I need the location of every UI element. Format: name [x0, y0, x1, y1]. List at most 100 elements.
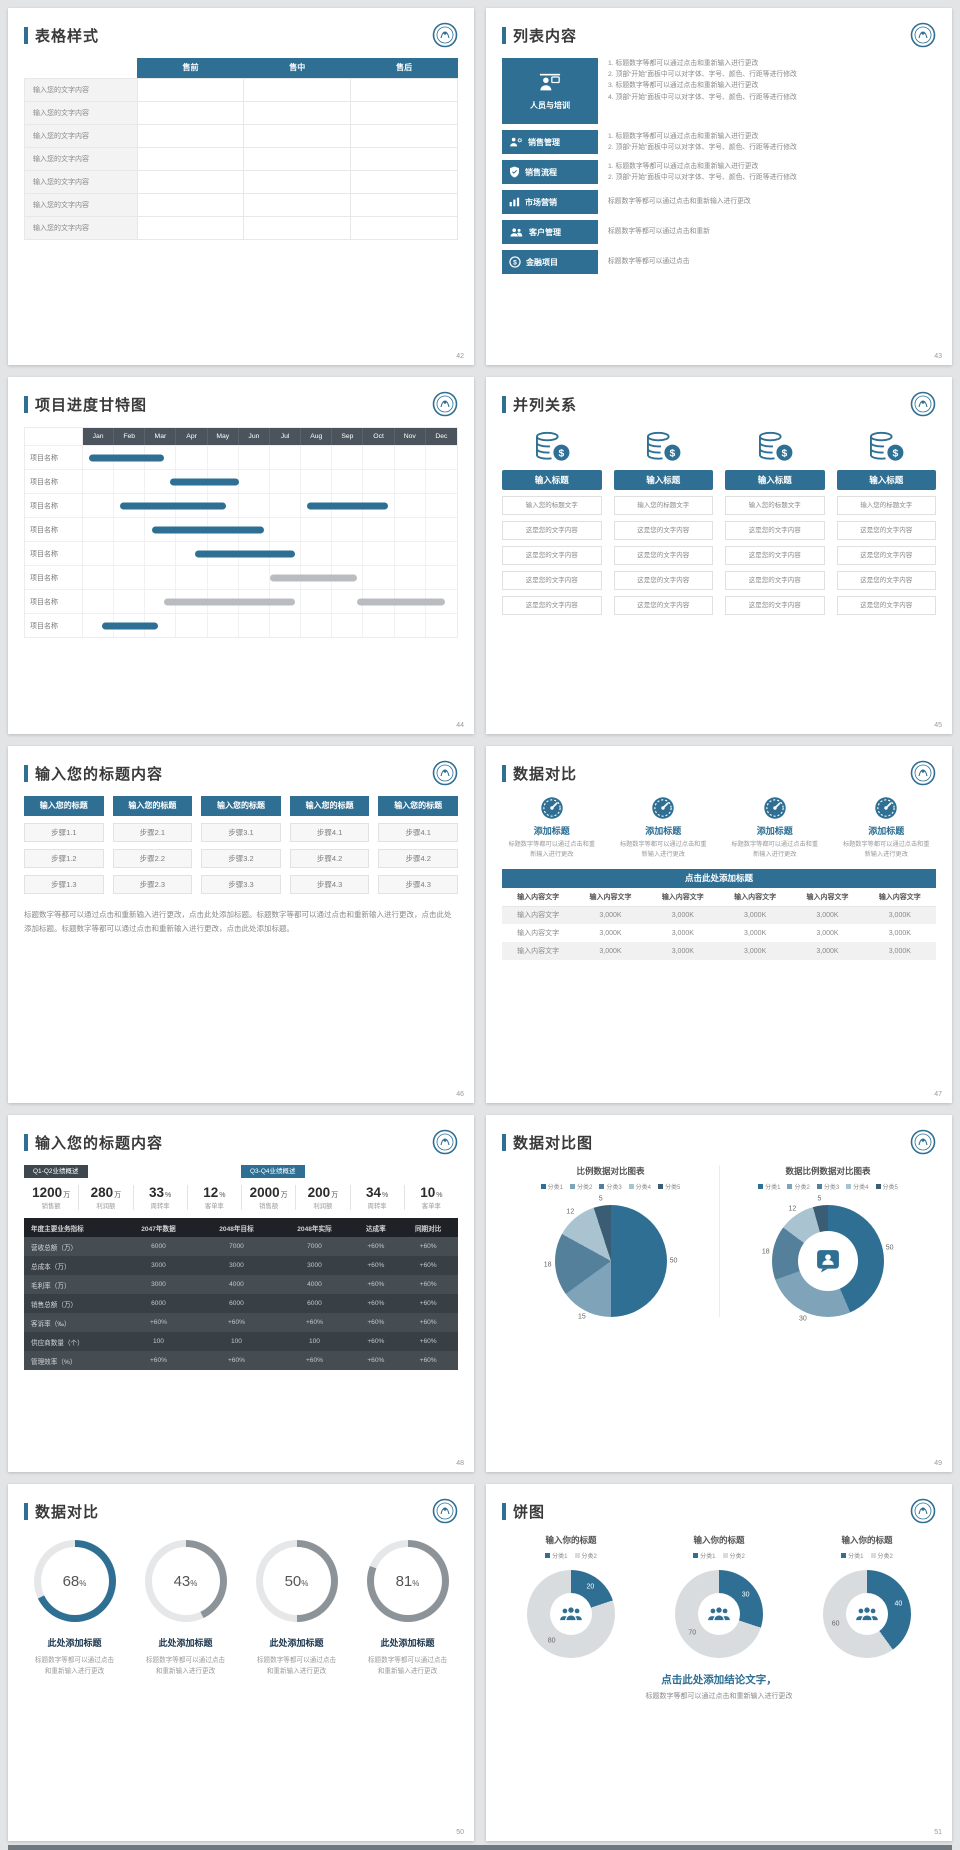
ring-hole [262, 1547, 331, 1615]
logo-badge [910, 760, 936, 786]
slide-body: 输入你的标题 分类1 分类2 20 80 输入你的标题 分类1 分类2 30 70 输入你的标题 分类… [502, 1534, 936, 1701]
slide-44-gantt[interactable]: 项目进度甘特图 Jan Feb Mar Apr May Jun Jul Aug Sep Oct No… [8, 377, 474, 734]
gantt-bar [357, 598, 445, 605]
chart-legend: 分类1 分类2 分类3 分类4 分类5 [502, 1182, 719, 1191]
slice-value-label: 20 [586, 1583, 595, 1591]
legend-swatch [693, 1553, 699, 1558]
gantt-row-label: 项目名称 [25, 494, 83, 517]
step-column: 输入您的标题 步骤2.1 步骤2.2 步骤2.3 [112, 796, 193, 894]
stat-label: 销售额 [259, 1203, 279, 1210]
category-label: 人员与培训 [530, 100, 570, 110]
slide-42-table-style[interactable]: 表格样式 售前 售中 售后 输入您的文字内容 输入您的文字内容 输入您的文字内容 输入您的文… [8, 8, 474, 365]
table-row: 毛利率（万） 3000 4000 4000 +60% +60% [24, 1275, 458, 1294]
gantt-grid-cell [301, 518, 333, 541]
empty-cell [350, 215, 458, 240]
gantt-grid-cell [114, 542, 146, 565]
conclusion-heading: 点击此处添加结论文字， [661, 1674, 777, 1686]
title-accent-bar [502, 1502, 506, 1520]
step-item: 步骤4.2 [289, 849, 370, 868]
slide-50-progress-rings[interactable]: 数据对比 68% 此处添加标题 标题数字等都可以通过点击和重新输入进行更改 43% 此处… [8, 1484, 474, 1841]
table-row: 输入内容文字 3,000K 3,000K 3,000K 3,000K 3,000K [502, 942, 936, 961]
content-box: 这是您的文字内容 [502, 521, 602, 540]
column-header: 输入您的标题 [24, 796, 104, 816]
empty-cell [243, 146, 352, 171]
col-header: 输入内容文字 [791, 888, 864, 907]
gantt-row-label: 项目名称 [25, 518, 83, 541]
logo-badge [910, 391, 936, 417]
logo-badge [432, 1129, 458, 1155]
month-header: Jun [238, 428, 270, 445]
table-header-row: 年度主要业务指标 2047年数据 2048年目标 2048年实际 达成率 同期对比 [24, 1218, 458, 1237]
stat-item: 200万 利润额 [295, 1185, 349, 1210]
table-cell: 100 [197, 1332, 276, 1351]
table-row: 营收总额（万） 6000 7000 7000 +60% +60% [24, 1237, 458, 1256]
table-cell: +60% [353, 1237, 399, 1256]
process-icon [509, 166, 520, 178]
chart-legend: 分类1 分类2 [502, 1551, 640, 1560]
slide-46-steps[interactable]: 输入您的标题内容 输入您的标题 步骤1.1 步骤1.2 步骤1.3 输入您的标题 步骤2.… [8, 746, 474, 1103]
donut-hole [698, 1593, 740, 1635]
stat-item: 10% 客单率 [403, 1185, 458, 1210]
slice-value-label: 15 [577, 1313, 586, 1321]
gantt-grid-cell [395, 566, 426, 589]
slide-45-parallel[interactable]: 并列关系 $ 输入标题 输入您的标题文字 这是您的文字内容 这是您的文字内容 这是您的文字… [486, 377, 952, 734]
empty-cell [350, 77, 458, 102]
slide-51-pie-charts[interactable]: 饼图 输入你的标题 分类1 分类2 20 80 输入你的标题 分类1 分类2 30 70 输入你的标… [486, 1484, 952, 1841]
pie-chart: 50 15 18 12 5 [544, 1195, 678, 1320]
slide-body: Q1-Q2业绩概述 Q3-Q4业绩概述 1200万 销售额 280万 利润额 33% 周转率 1… [24, 1165, 458, 1370]
table-cell: 3000 [275, 1256, 354, 1275]
slide-header: 输入您的标题内容 [24, 1129, 458, 1155]
gantt-track [83, 542, 457, 565]
legend-swatch [870, 1553, 876, 1558]
table-cell: +60% [197, 1351, 276, 1370]
gantt-grid-cell [332, 518, 364, 541]
legend-item: 分类4 [628, 1182, 651, 1191]
page-number: 47 [934, 1091, 942, 1098]
gantt-grid-cell [270, 494, 302, 517]
gantt-grid-cell [176, 446, 208, 469]
gantt-header-corner [25, 428, 83, 445]
progress-ring: 43% [144, 1540, 227, 1622]
col-header: 2047年数据 [119, 1218, 198, 1237]
content-box: 这是您的文字内容 [836, 546, 936, 565]
page-number: 50 [456, 1829, 464, 1836]
slide-body: 售前 售中 售后 输入您的文字内容 输入您的文字内容 输入您的文字内容 输入您的文字内容 输入… [24, 58, 458, 240]
table-cell: 4000 [275, 1275, 354, 1294]
gantt-grid-cell [332, 446, 364, 469]
gantt-grid-cell [270, 614, 302, 637]
logo-badge [432, 22, 458, 48]
slide-47-data-compare[interactable]: 数据对比 添加标题 标题数字等都可以通过点击和重新输入进行更改 添加标题 标题数字等都… [486, 746, 952, 1103]
gantt-grid-cell [363, 566, 395, 589]
slide-header: 列表内容 [502, 22, 936, 48]
legend-swatch [722, 1553, 728, 1558]
col-header: 输入内容文字 [574, 888, 647, 907]
table-cell: 3,000K [646, 906, 719, 925]
slide-48-kpi-table[interactable]: 输入您的标题内容 Q1-Q2业绩概述 Q3-Q4业绩概述 1200万 销售额 280万利… [8, 1115, 474, 1472]
slide-43-list-content[interactable]: 列表内容 人员与培训 1. 标题数字等都可以通过点击和重新输入进行更改 2. 顶部“… [486, 8, 952, 365]
gantt-grid-cell [145, 542, 177, 565]
feature-title: 添加标题 [645, 826, 682, 836]
col-header: 输入内容文字 [502, 888, 575, 907]
gantt-grid-cell [270, 470, 302, 493]
gantt-grid-cell [363, 446, 395, 469]
legend-item: 分类1 [540, 1182, 563, 1191]
empty-cell [243, 192, 352, 217]
content-box: 输入您的标题文字 [613, 496, 713, 515]
table-corner-cell [24, 58, 138, 78]
table-cell: 3,000K [888, 929, 911, 937]
month-header: Sep [332, 428, 364, 445]
description-line: 标题数字等都可以通过点击和重新输入进行更改 [608, 198, 751, 206]
gantt-row: 项目名称 [25, 589, 457, 613]
slice-value-label: 50 [669, 1257, 678, 1265]
stat-label: 利润额 [313, 1203, 333, 1210]
gantt-grid-cell [239, 518, 270, 541]
step-item: 步骤2.2 [112, 849, 193, 868]
table-row: 输入内容文字 3,000K 3,000K 3,000K 3,000K 3,000K [502, 906, 936, 925]
row-label-cell: 输入您的文字内容 [24, 215, 138, 240]
slide-title: 列表内容 [513, 27, 578, 45]
slide-title: 饼图 [513, 1503, 546, 1521]
stat-item: 1200万 销售额 [24, 1185, 78, 1210]
description-line: 4. 顶部“开始”面板中可以对字体、字号、颜色、行距等进行修改 [608, 93, 797, 101]
slide-49-compare-charts[interactable]: 数据对比图 比例数据对比图表 分类1 分类2 分类3 分类4 分类5 50 15 18 12 5 数据… [486, 1115, 952, 1472]
